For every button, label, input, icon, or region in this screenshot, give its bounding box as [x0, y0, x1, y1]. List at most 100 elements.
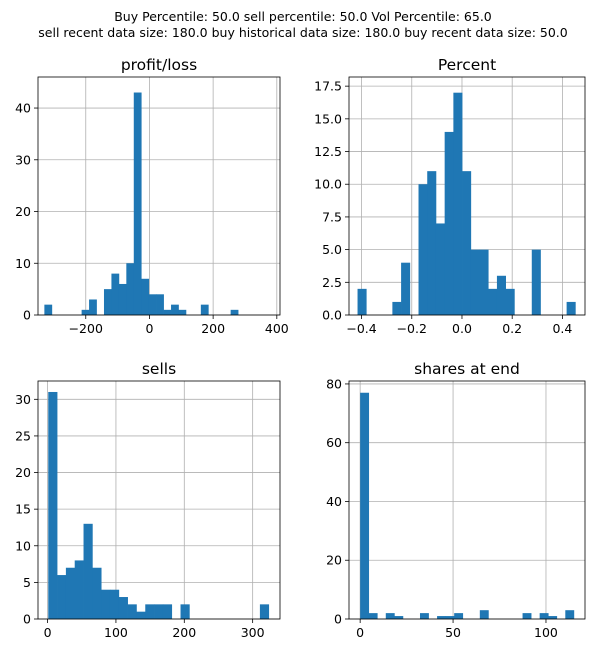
profit-loss-y-tick-label: 20 — [15, 204, 31, 219]
profit-loss-y-tick-label: 10 — [15, 256, 31, 271]
percent-bar — [401, 262, 411, 315]
sells-y-tick-label: 5 — [23, 575, 31, 590]
percent-bar — [444, 131, 454, 315]
percent-x-tick-label: 0.2 — [502, 321, 522, 336]
percent-bar — [453, 92, 463, 315]
percent-bar — [488, 288, 498, 315]
figure-suptitle-line1: Buy Percentile: 50.0 sell percentile: 50… — [114, 9, 492, 24]
shares-at-end-bar — [360, 392, 370, 619]
sells-bar — [101, 589, 111, 619]
sells-x-tick-label: 100 — [104, 625, 128, 640]
percent-y-tick-label: 10.0 — [314, 177, 342, 192]
profit-loss-bars — [44, 92, 239, 316]
profit-loss-bar — [178, 309, 187, 315]
profit-loss-bar — [171, 304, 179, 315]
percent-y-tick-label: 5.0 — [322, 242, 342, 257]
profit-loss-x-tick-label: −200 — [69, 321, 103, 336]
percent-y-tick-label: 12.5 — [314, 144, 342, 159]
percent-bar — [566, 301, 576, 315]
sells-bar — [162, 604, 173, 619]
profit-loss-y-tick-label: 30 — [15, 152, 31, 167]
shares-at-end-bar — [539, 613, 549, 619]
shares-at-end-grid — [349, 381, 585, 620]
profit-loss-y-tick-label: 40 — [15, 101, 31, 116]
percent-y-tick-label: 17.5 — [314, 79, 342, 94]
sells-bar — [259, 604, 270, 619]
sells-bar — [48, 391, 58, 619]
shares-at-end-y-tick-label: 80 — [326, 376, 342, 391]
sells-y-tick-label: 20 — [15, 465, 31, 480]
sells-bar — [118, 597, 128, 619]
shares-at-end-bar — [368, 613, 378, 619]
sells-bar — [83, 523, 93, 619]
profit-loss-bar — [126, 263, 135, 315]
percent-bar — [435, 223, 445, 315]
sells-title: sells — [142, 360, 176, 378]
shares-at-end-bar — [385, 613, 395, 619]
shares-at-end-x-tick-label: 0 — [356, 625, 364, 640]
percent-bar — [470, 249, 480, 315]
profit-loss-bar — [103, 289, 112, 315]
shares-at-end-y-tick-label: 60 — [326, 435, 342, 450]
sells-y-tick-label: 15 — [15, 502, 31, 517]
profit-loss-title: profit/loss — [121, 56, 197, 74]
profit-loss-bar — [133, 92, 142, 316]
profit-loss-y-tick-label: 0 — [23, 308, 31, 323]
profit-loss-x-tick-label: 200 — [201, 321, 225, 336]
shares-at-end-bar — [479, 610, 489, 619]
profit-loss-bar — [111, 273, 120, 315]
profit-loss-bar — [200, 304, 209, 315]
profit-loss-bar — [156, 294, 164, 315]
percent-axes-frame — [348, 76, 586, 316]
sells-bar — [136, 611, 146, 619]
sells-x-tick-label: 200 — [172, 625, 196, 640]
percent-bar — [531, 249, 541, 315]
sells-y-tick-label: 10 — [15, 538, 31, 553]
sells-y-tick-label: 25 — [15, 428, 31, 443]
percent-bar — [427, 171, 437, 315]
percent-bars — [357, 92, 576, 315]
chart-sells: 0 100 200 300 0 5 10 15 20 25 30 sells — [15, 360, 281, 640]
sells-axes-frame — [37, 380, 281, 620]
profit-loss-bar — [148, 294, 157, 315]
sells-bar — [154, 604, 164, 619]
percent-bar — [357, 288, 367, 315]
figure-suptitle-line2: sell recent data size: 180.0 buy histori… — [38, 25, 568, 40]
sells-bar — [180, 604, 190, 619]
profit-loss-axes-frame — [37, 76, 281, 316]
percent-y-tick-label: 0.0 — [322, 308, 342, 323]
chart-profit-loss: −200 0 200 400 0 10 20 30 40 profit/loss — [15, 56, 289, 336]
profit-loss-x-tick-label: 0 — [145, 321, 153, 336]
shares-at-end-title: shares at end — [414, 360, 520, 378]
percent-x-tick-label: −0.2 — [397, 321, 427, 336]
shares-at-end-x-tick-label: 100 — [534, 625, 558, 640]
percent-x-tick-label: 0.0 — [452, 321, 472, 336]
profit-loss-x-tick-label: 400 — [265, 321, 289, 336]
profit-loss-bar — [118, 283, 127, 315]
sells-y-tick-label: 0 — [23, 612, 31, 627]
shares-at-end-bar — [454, 613, 464, 619]
sells-bar — [109, 589, 120, 619]
percent-bar — [479, 249, 489, 315]
sells-bar — [92, 567, 102, 619]
shares-at-end-axes-frame — [348, 380, 586, 620]
shares-at-end-bar — [419, 613, 429, 619]
profit-loss-bar — [44, 304, 53, 315]
percent-y-tick-label: 7.5 — [322, 209, 342, 224]
profit-loss-bar — [141, 278, 150, 315]
percent-bar — [418, 184, 428, 315]
profit-loss-bar — [81, 309, 90, 315]
sells-bar — [127, 604, 137, 619]
percent-y-tick-label: 15.0 — [314, 111, 342, 126]
shares-at-end-bars — [360, 392, 575, 619]
sells-x-tick-label: 0 — [44, 625, 52, 640]
percent-x-tick-label: −0.4 — [346, 321, 376, 336]
percent-y-tick-label: 2.5 — [322, 275, 342, 290]
percent-x-tick-label: 0.4 — [552, 321, 572, 336]
percent-bar — [496, 275, 506, 315]
profit-loss-bar — [163, 309, 172, 315]
shares-at-end-bar — [565, 610, 575, 619]
percent-bar — [505, 288, 515, 315]
sells-bar — [65, 567, 76, 619]
